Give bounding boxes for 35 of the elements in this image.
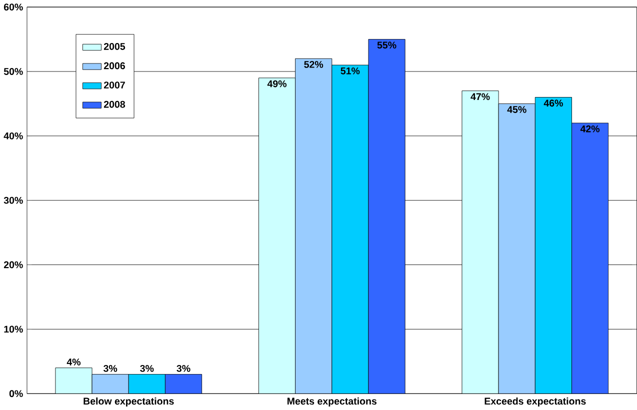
y-tick-label: 30%	[4, 196, 23, 204]
legend-label: 2007	[104, 82, 125, 88]
y-tick-label: 0%	[9, 390, 23, 398]
x-tick-label: Meets expectations	[288, 397, 377, 406]
data-label: 49%	[267, 80, 287, 88]
legend-label: 2006	[104, 62, 125, 70]
data-label: 45%	[507, 106, 526, 113]
data-label: 3%	[176, 364, 190, 372]
bar	[55, 368, 92, 394]
legend-label: 2005	[104, 42, 126, 50]
bar	[164, 374, 202, 394]
data-label: 4%	[66, 358, 81, 366]
bar	[572, 122, 609, 394]
data-label: 52%	[304, 60, 324, 68]
y-tick-label: 60%	[4, 4, 23, 10]
data-label: 3%	[103, 364, 118, 372]
bar	[462, 90, 499, 394]
bar	[534, 96, 572, 394]
y-tick-label: 50%	[4, 68, 23, 75]
y-tick-label: 20%	[4, 261, 23, 268]
bar	[258, 78, 296, 394]
bar	[368, 38, 406, 394]
data-label: 3%	[140, 364, 154, 372]
data-label: 42%	[580, 125, 600, 132]
bar	[128, 374, 166, 394]
bar	[332, 64, 369, 394]
x-tick-label: Exceeds expectations	[484, 397, 586, 406]
data-label: 51%	[340, 67, 360, 74]
legend-label: 2008	[104, 100, 126, 108]
data-label: 55%	[377, 42, 396, 48]
y-tick-label: 10%	[4, 326, 23, 333]
data-label: 46%	[544, 100, 563, 106]
y-tick-label: 40%	[4, 132, 23, 140]
x-tick-label: Below expectations	[84, 397, 174, 406]
data-label: 47%	[470, 93, 490, 100]
